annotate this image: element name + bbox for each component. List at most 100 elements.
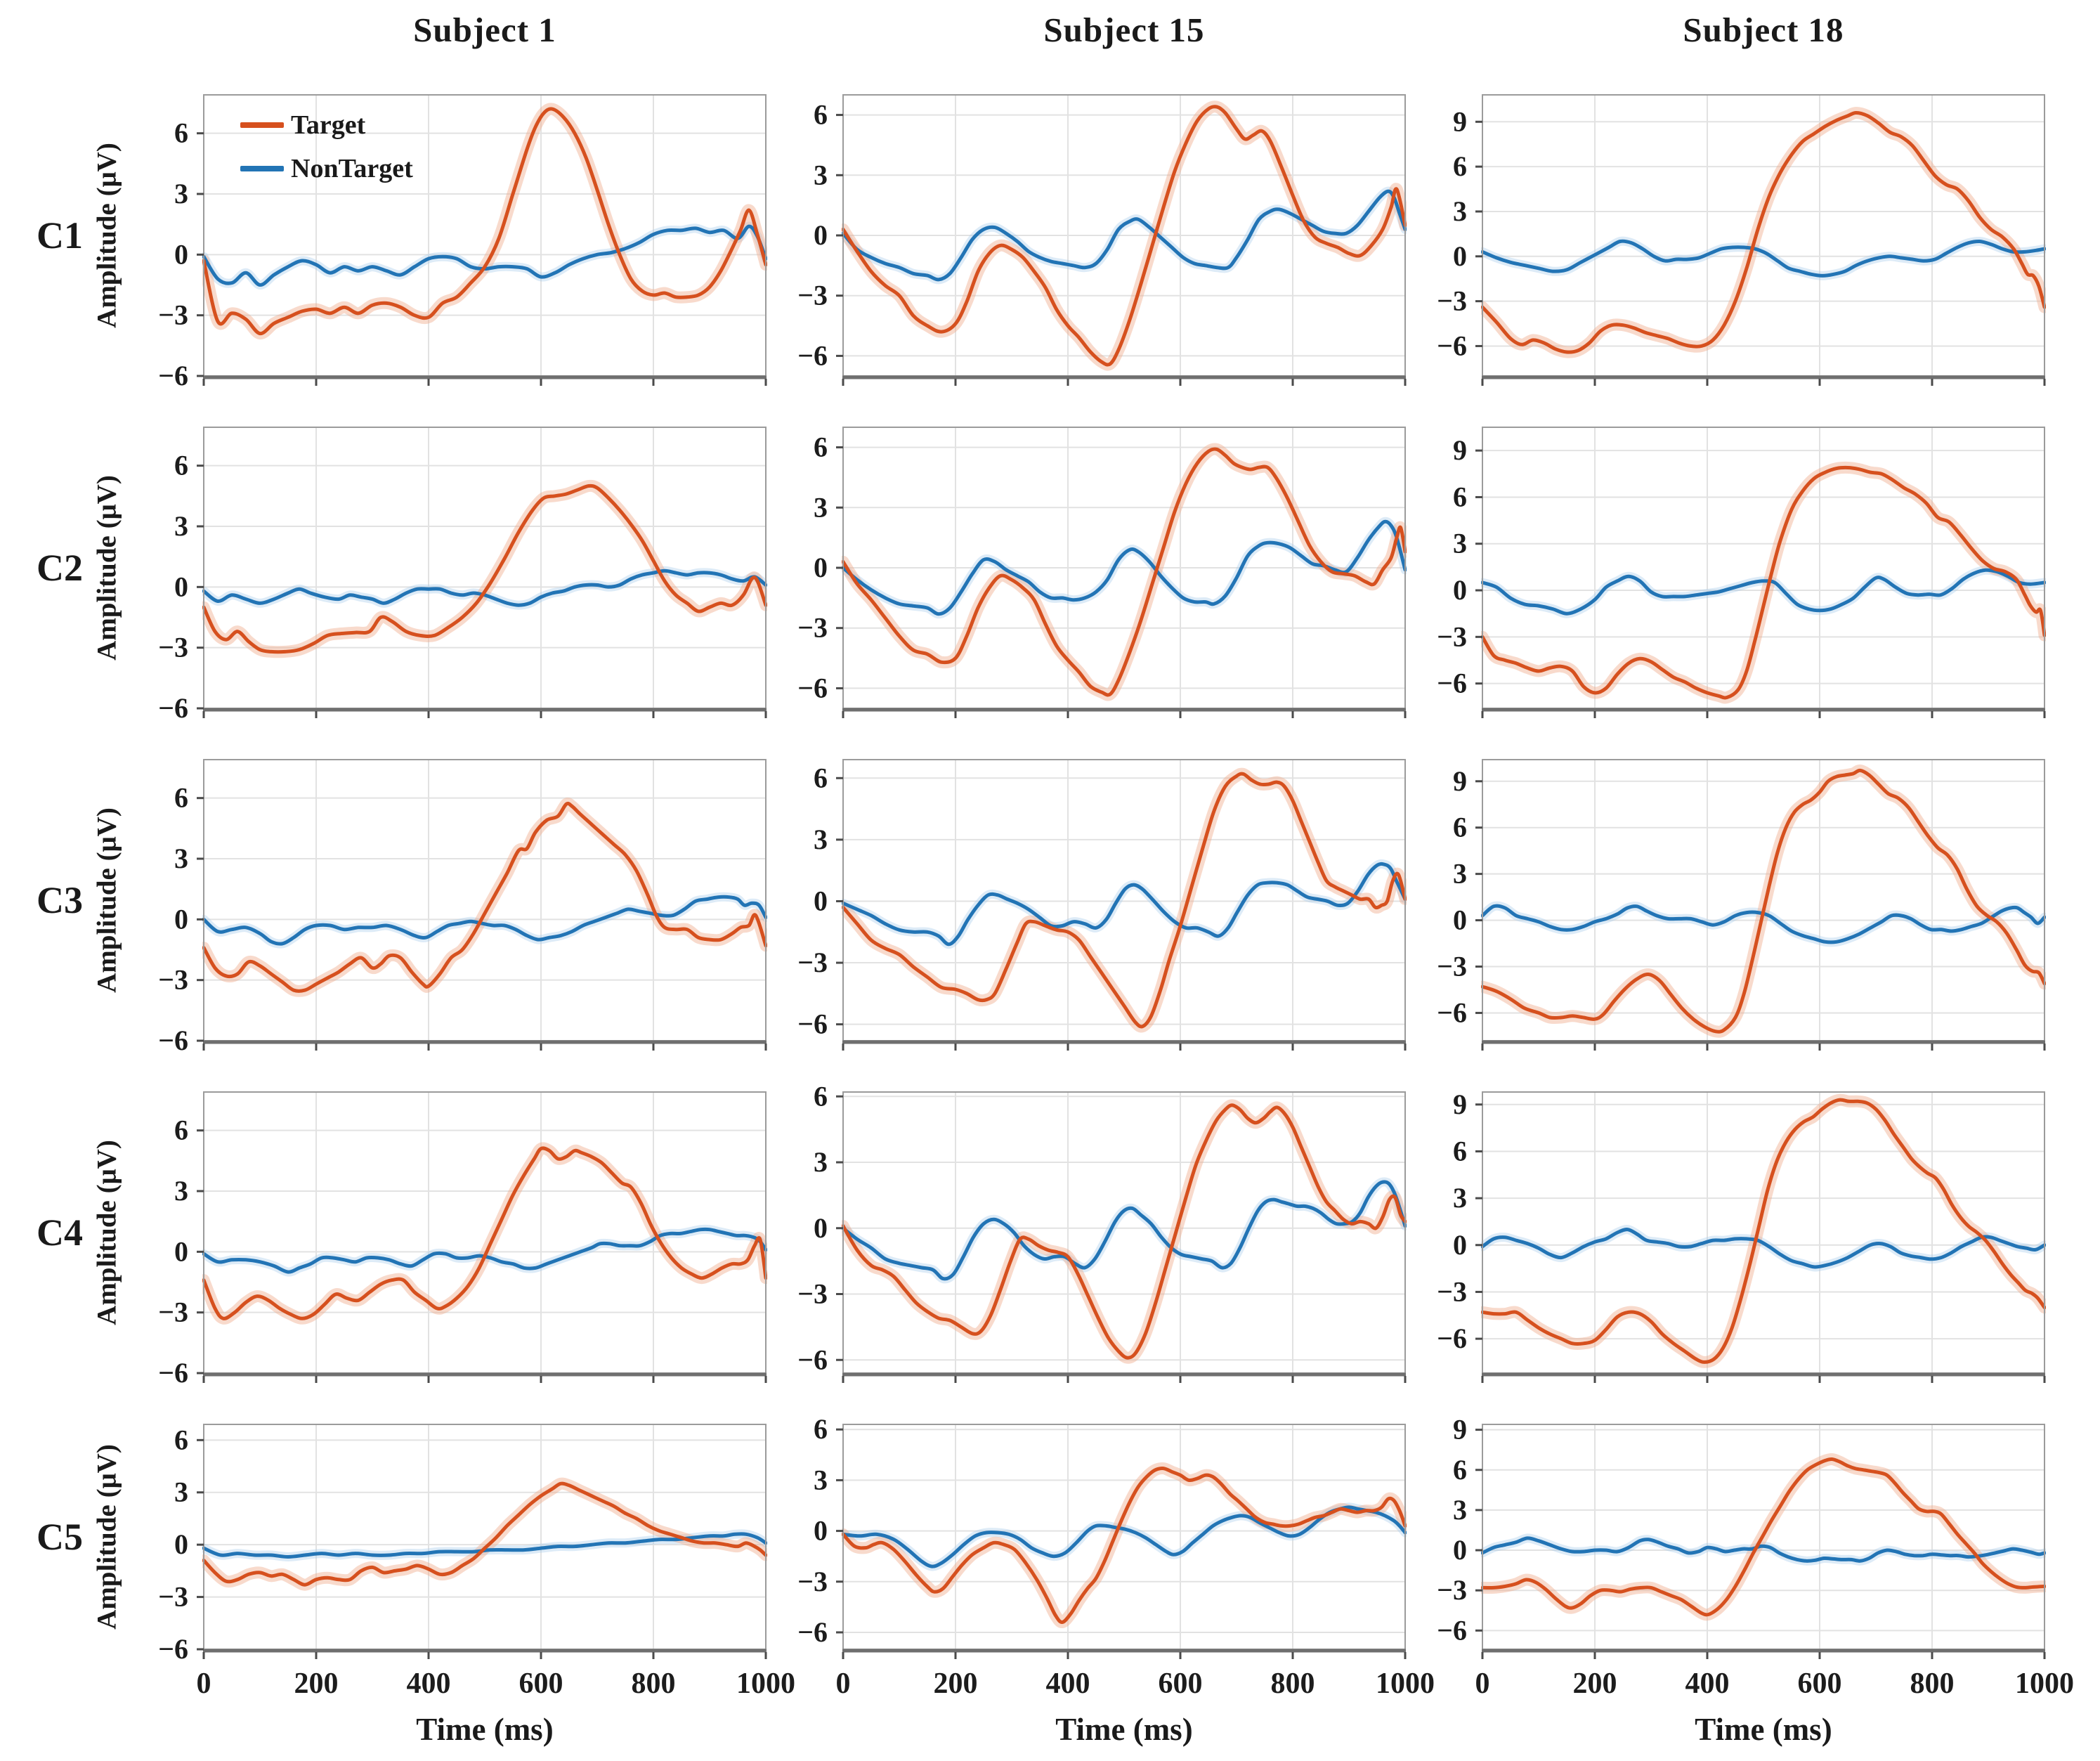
y-tick-label: 6 [814,99,828,131]
y-tick-label: 3 [1453,858,1467,890]
plot-panel-c3-subject1: 6 3 0 −3 −6 [98,746,797,1058]
y-tick-label: −3 [797,947,828,978]
plot-svg-c5-subject1: 6 3 0 −3 −6 0 200 400 600 800 1000 [158,1424,795,1700]
x-tick-label: 600 [1798,1668,1842,1700]
y-tick-label: 3 [174,510,188,542]
y-tick-label: 0 [814,1515,828,1547]
y-tick-label: 0 [1453,904,1467,936]
y-tick-label: −6 [1437,1323,1467,1354]
y-tick-label: 0 [1453,574,1467,606]
column-title-subject-15: Subject 15 [1043,11,1205,49]
plot-panel-c1-subject1: 6 3 0 −3 −6 [98,81,797,394]
y-tick-label: 6 [814,431,828,463]
plot-panel-c2-subject18: 9 6 3 0 −3 −6 [1377,413,2076,726]
plot-panel-c3-subject18: 9 6 3 0 −3 −6 [1377,746,2076,1058]
y-tick-label: −6 [158,1357,188,1389]
plot-panel-c5-subject15: 6 3 0 −3 −6 0 200 400 600 800 1000 [738,1410,1437,1711]
y-tick-label: −6 [158,360,188,391]
y-tick-label: 0 [174,903,188,935]
y-tick-label: −3 [797,1278,828,1310]
plot-svg-c3-subject15: 6 3 0 −3 −6 [797,759,1407,1051]
y-tick-label: −6 [1437,996,1467,1028]
y-tick-label: 9 [1453,1414,1467,1445]
y-tick-label: 9 [1453,1089,1467,1120]
column-title-subject-1: Subject 1 [413,11,556,49]
row-label-c2: C2 [37,547,83,589]
y-tick-label: 6 [1453,812,1467,843]
y-tick-label: −3 [158,632,188,663]
plot-svg-c1-subject1: 6 3 0 −3 −6 [158,94,767,391]
plot-panel-c4-subject1: 6 3 0 −3 −6 [98,1078,797,1391]
y-tick-label: −6 [1437,1614,1467,1646]
y-tick-label: 6 [1453,481,1467,512]
plot-panel-c1-subject18: 9 6 3 0 −3 −6 [1377,81,2076,394]
y-tick-label: 6 [814,1413,828,1445]
y-tick-label: −3 [797,280,828,311]
x-tick-label: 200 [1573,1668,1617,1700]
x-tick-label: 0 [1475,1668,1490,1700]
y-tick-label: 3 [1453,195,1467,227]
y-tick-label: −6 [1437,668,1467,699]
x-tick-label: 200 [934,1668,978,1700]
y-tick-label: 0 [174,1235,188,1267]
y-tick-label: 3 [174,1175,188,1207]
y-tick-label: 0 [174,1528,188,1560]
y-tick-label: 3 [814,159,828,190]
y-tick-label: −3 [1437,1574,1467,1606]
y-tick-label: −3 [1437,620,1467,652]
y-tick-label: 6 [1453,1454,1467,1486]
x-tick-label: 400 [407,1668,451,1700]
x-tick-label: 400 [1685,1668,1730,1700]
x-tick-label: 600 [1159,1668,1203,1700]
plot-svg-c3-subject18: 9 6 3 0 −3 −6 [1437,759,2046,1051]
y-tick-label: −6 [797,672,828,703]
y-tick-label: 3 [174,843,188,874]
y-tick-label: 3 [814,491,828,523]
y-tick-label: −6 [797,1008,828,1040]
y-tick-label: 6 [174,450,188,481]
x-tick-label: 1000 [736,1668,795,1700]
x-axis-label-col3: Time (ms) [1695,1712,1832,1747]
y-tick-label: −3 [1437,951,1467,982]
plot-svg-c3-subject1: 6 3 0 −3 −6 [158,759,767,1056]
y-tick-label: 0 [814,885,828,916]
y-tick-label: −6 [158,692,188,724]
plot-svg-c1-subject18: 9 6 3 0 −3 −6 [1437,94,2046,386]
plot-svg-c4-subject18: 9 6 3 0 −3 −6 [1437,1089,2046,1383]
y-tick-label: −3 [797,1566,828,1597]
y-tick-label: −6 [1437,330,1467,361]
y-tick-label: −3 [1437,1275,1467,1307]
y-tick-label: 0 [174,238,188,270]
y-tick-label: −6 [797,1616,828,1648]
plot-svg-c4-subject1: 6 3 0 −3 −6 [158,1091,767,1389]
y-tick-label: −6 [158,1633,188,1665]
y-tick-label: 3 [174,1476,188,1508]
y-tick-label: 0 [1453,1534,1467,1566]
x-tick-label: 200 [294,1668,339,1700]
target-line-swatch [240,122,284,128]
y-tick-label: 6 [174,117,188,149]
y-tick-label: −3 [158,964,188,996]
row-label-c5: C5 [37,1516,83,1558]
plot-panel-c3-subject15: 6 3 0 −3 −6 [738,746,1437,1058]
plot-panel-c4-subject18: 9 6 3 0 −3 −6 [1377,1078,2076,1391]
y-tick-label: 6 [174,782,188,814]
y-tick-label: 6 [1453,1135,1467,1167]
y-tick-label: −3 [797,612,828,644]
y-tick-label: 9 [1453,434,1467,466]
x-tick-label: 1000 [2015,1668,2074,1700]
legend-item-nontarget: NonTarget [240,147,413,190]
plot-panel-c2-subject15: 6 3 0 −3 −6 [738,413,1437,726]
y-tick-label: −3 [158,1581,188,1613]
plot-svg-c4-subject15: 6 3 0 −3 −6 [797,1080,1407,1383]
y-tick-label: 0 [1453,240,1467,272]
legend-item-target: Target [240,103,413,147]
legend: Target NonTarget [240,103,413,190]
row-label-c1: C1 [37,214,83,256]
y-tick-label: 3 [814,1146,828,1178]
y-tick-label: 0 [814,1212,828,1244]
y-tick-label: 3 [814,824,828,855]
y-tick-label: −3 [158,299,188,331]
